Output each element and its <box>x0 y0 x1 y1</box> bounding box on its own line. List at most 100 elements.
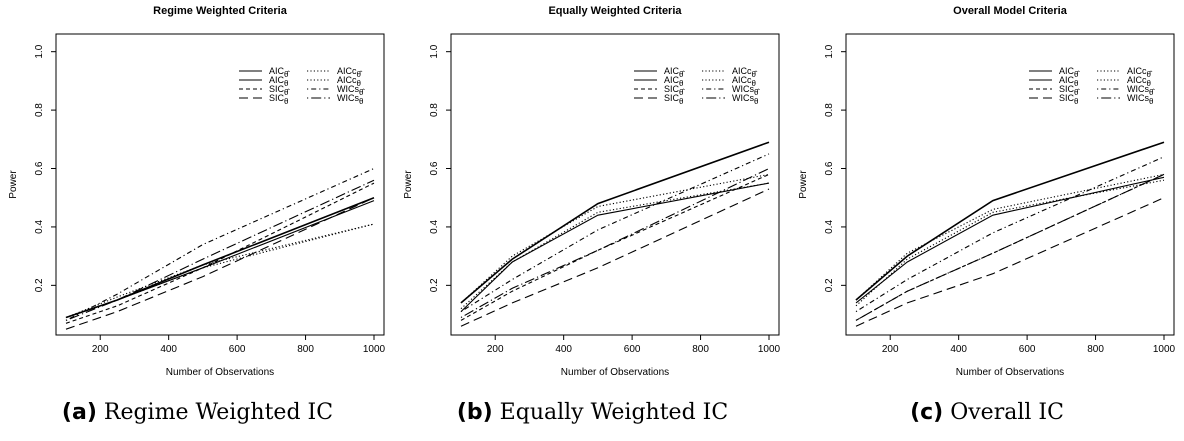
x-tick-label: 400 <box>160 344 177 355</box>
legend-label: AICθ̂ <box>1059 66 1080 79</box>
x-tick-label: 200 <box>882 344 899 355</box>
y-tick-label: 0.8 <box>34 103 45 117</box>
x-tick-label: 400 <box>950 344 967 355</box>
x-tick-label: 600 <box>1019 344 1036 355</box>
series-line-sic-3 <box>65 197 375 330</box>
caption-a: (a) Regime Weighted IC <box>0 400 395 432</box>
legend-label: AICθ <box>1059 75 1079 88</box>
series-line-aicc-4 <box>855 173 1165 301</box>
y-tick-label: 0.2 <box>429 278 440 292</box>
series-line-aicc-5 <box>460 182 770 310</box>
legend-label: WICsθ̂ <box>732 84 760 97</box>
series-line-wics-7 <box>460 168 770 318</box>
series-line-aicc-5 <box>855 179 1165 307</box>
series-line-aicc-5 <box>65 223 375 319</box>
x-tick-label: 1000 <box>363 344 386 355</box>
series-line-aic-0 <box>460 141 770 304</box>
x-tick-label: 1000 <box>1153 344 1176 355</box>
y-tick-label: 0.6 <box>34 161 45 175</box>
y-tick-label: 0.8 <box>429 103 440 117</box>
y-axis-label: Power <box>798 170 809 199</box>
legend-label: SICθ̂ <box>664 84 685 97</box>
caption-b-text: Equally Weighted IC <box>499 400 729 425</box>
y-tick-label: 0.4 <box>34 220 45 234</box>
y-tick-label: 1.0 <box>824 44 835 58</box>
series-line-sic-3 <box>460 188 770 327</box>
legend-label: WICsθ <box>1127 93 1154 106</box>
legend-label: AICcθ <box>732 75 757 88</box>
legend-label: WICsθ̂ <box>1127 84 1155 97</box>
y-tick-label: 0.2 <box>824 278 835 292</box>
series-line-aicc-4 <box>65 223 375 319</box>
chart-panel-c: Overall Model Criteria 200 400 600 800 1000 0.… <box>798 5 1176 378</box>
series-line-sic-2 <box>65 182 375 324</box>
x-axis-label: Number of Observations <box>166 367 274 378</box>
series-line-wics-6 <box>460 153 770 313</box>
legend-label: SICθ <box>664 93 684 106</box>
chart-title: Overall Model Criteria <box>953 5 1068 17</box>
legend-label: AICcθ̂ <box>337 66 363 79</box>
chart-panel-b: Equally Weighted Criteria 200 400 600 800 100… <box>403 5 781 378</box>
y-tick-label: 0.6 <box>824 161 835 175</box>
caption-a-text: Regime Weighted IC <box>103 400 334 425</box>
legend-label: WICsθ <box>337 93 364 106</box>
plot-frame <box>845 33 1175 336</box>
legend-label: WICsθ <box>732 93 759 106</box>
y-tick-label: 0.8 <box>824 103 835 117</box>
legend-label: SICθ̂ <box>269 84 290 97</box>
x-axis-label: Number of Observations <box>561 367 669 378</box>
legend-label: SICθ <box>1059 93 1079 106</box>
caption-c-text: Overall IC <box>950 400 1064 425</box>
series-line-wics-6 <box>65 167 375 321</box>
series-line-aic-0 <box>855 141 1165 301</box>
legend-label: AICcθ <box>1127 75 1152 88</box>
plot-frame <box>55 33 385 336</box>
x-tick-label: 200 <box>487 344 504 355</box>
y-axis-label: Power <box>403 170 414 199</box>
legend-label: WICsθ̂ <box>337 84 365 97</box>
y-axis-label: Power <box>8 170 19 199</box>
y-tick-label: 0.4 <box>429 220 440 234</box>
x-tick-label: 600 <box>229 344 246 355</box>
y-tick-label: 1.0 <box>429 44 440 58</box>
chart-panel-a: Regime Weighted Criteria 200 400 600 800 1000… <box>8 5 386 378</box>
y-tick-label: 0.4 <box>824 220 835 234</box>
legend-label: AICcθ <box>337 75 362 88</box>
legend-label: AICθ <box>664 75 684 88</box>
x-tick-label: 800 <box>692 344 709 355</box>
legend-label: SICθ̂ <box>1059 84 1080 97</box>
series-line-wics-6 <box>855 156 1165 313</box>
legend-label: AICcθ̂ <box>1127 66 1153 79</box>
x-tick-label: 800 <box>1087 344 1104 355</box>
x-tick-label: 400 <box>555 344 572 355</box>
y-tick-label: 1.0 <box>34 44 45 58</box>
caption-b: (b) Equally Weighted IC <box>395 400 790 432</box>
y-tick-label: 0.6 <box>429 161 440 175</box>
legend-label: AICcθ̂ <box>732 66 758 79</box>
series-line-aicc-4 <box>460 173 770 304</box>
legend-label: SICθ <box>269 93 289 106</box>
caption-c-letter: (c) <box>910 400 944 425</box>
series-line-sic-2 <box>460 173 770 321</box>
series-line-aic-0 <box>65 196 375 319</box>
x-tick-label: 200 <box>92 344 109 355</box>
series-line-aic-1 <box>65 200 375 319</box>
caption-a-letter: (a) <box>61 400 97 425</box>
legend-label: AICθ <box>269 75 289 88</box>
y-tick-label: 0.2 <box>34 278 45 292</box>
legend-label: AICθ̂ <box>664 66 685 79</box>
chart-title: Equally Weighted Criteria <box>548 5 682 17</box>
series-line-sic-2 <box>855 173 1165 321</box>
series-line-sic-3 <box>855 197 1165 327</box>
series-line-wics-7 <box>855 173 1165 321</box>
caption-b-letter: (b) <box>456 400 493 425</box>
x-tick-label: 600 <box>624 344 641 355</box>
series-line-aic-1 <box>460 182 770 312</box>
x-axis-label: Number of Observations <box>956 367 1064 378</box>
x-tick-label: 800 <box>297 344 314 355</box>
legend-label: AICθ̂ <box>269 66 290 79</box>
x-tick-label: 1000 <box>758 344 781 355</box>
chart-title: Regime Weighted Criteria <box>153 5 288 17</box>
plot-frame <box>450 33 780 336</box>
